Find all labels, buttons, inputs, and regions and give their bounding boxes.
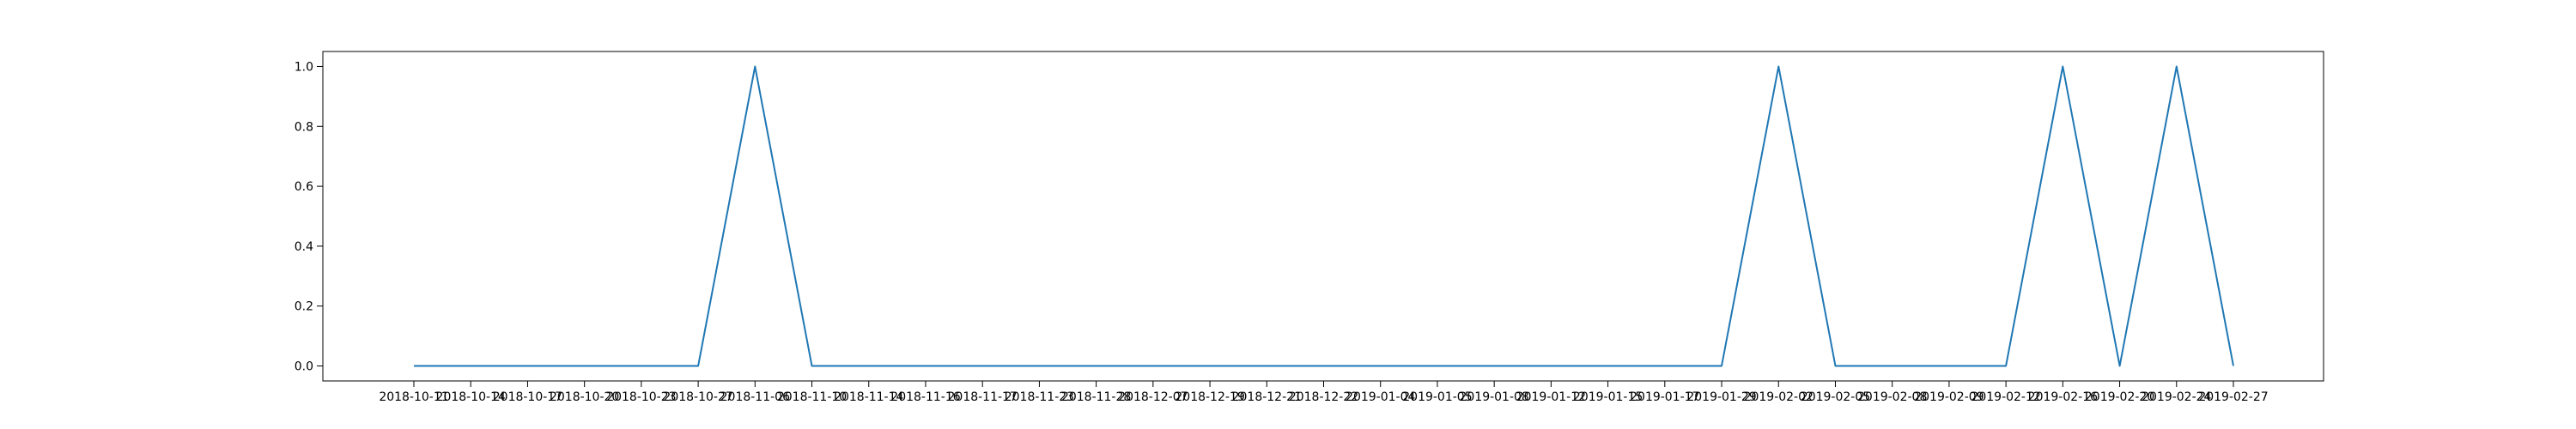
- x-tick-label: 2019-02-27: [2198, 390, 2268, 404]
- x-tick-label: 2019-01-29: [1686, 390, 1756, 404]
- x-tick-label: 2019-02-20: [2085, 390, 2154, 404]
- x-tick-label: 2018-11-10: [777, 390, 847, 404]
- x-tick-label: 2018-10-23: [606, 390, 676, 404]
- x-tick-label: 2018-11-14: [834, 390, 903, 404]
- x-tick-label: 2019-01-08: [1459, 390, 1528, 404]
- x-tick-label: 2018-11-17: [948, 390, 1018, 404]
- x-tick-label: 2018-11-23: [1005, 390, 1074, 404]
- x-tick-label: 2019-02-05: [1801, 390, 1870, 404]
- x-tick-label: 2019-01-17: [1630, 390, 1699, 404]
- x-tick-label: 2018-10-11: [379, 390, 448, 404]
- x-tick-label: 2019-02-12: [1971, 390, 2040, 404]
- x-tick-label: 2019-02-16: [2028, 390, 2098, 404]
- x-tick-label: 2018-12-22: [1289, 390, 1358, 404]
- x-tick-label: 2018-10-17: [493, 390, 562, 404]
- x-tick-label: 2019-02-09: [1914, 390, 1984, 404]
- x-tick-label: 2018-10-27: [663, 390, 732, 404]
- x-tick-label: 2018-12-07: [1118, 390, 1188, 404]
- x-tick-label: 2019-01-15: [1573, 390, 1643, 404]
- x-tick-label: 2018-11-06: [720, 390, 790, 404]
- x-tick-label: 2019-02-02: [1744, 390, 1814, 404]
- x-tick-label: 2019-01-12: [1516, 390, 1586, 404]
- y-tick-label: 1.0: [295, 60, 313, 74]
- y-axis: 0.0 0.2 0.4 0.6 0.8 1.0: [295, 60, 323, 374]
- x-tick-label: 2018-12-19: [1175, 390, 1244, 404]
- y-tick-label: 0.4: [295, 240, 313, 254]
- x-tick-label: 2018-11-28: [1061, 390, 1131, 404]
- x-tick-label: 2019-02-24: [2142, 390, 2211, 404]
- plot-frame: [322, 51, 2324, 382]
- y-tick-label: 0.0: [295, 360, 313, 374]
- x-tick-label: 2018-10-14: [436, 390, 506, 404]
- x-axis: 2018-10-112018-10-142018-10-172018-10-20…: [379, 381, 2269, 404]
- series-line-0: [414, 65, 2234, 367]
- y-tick-label: 0.2: [295, 300, 313, 314]
- x-tick-label: 2019-01-04: [1346, 390, 1415, 404]
- series-group: [414, 65, 2234, 367]
- y-tick-label: 0.6: [295, 180, 313, 194]
- x-tick-label: 2018-10-20: [550, 390, 619, 404]
- y-tick-label: 0.8: [295, 120, 313, 134]
- x-tick-label: 2019-01-05: [1402, 390, 1472, 404]
- x-tick-label: 2019-02-08: [1857, 390, 1927, 404]
- x-tick-label: 2018-12-21: [1232, 390, 1302, 404]
- x-tick-label: 2018-11-16: [890, 390, 960, 404]
